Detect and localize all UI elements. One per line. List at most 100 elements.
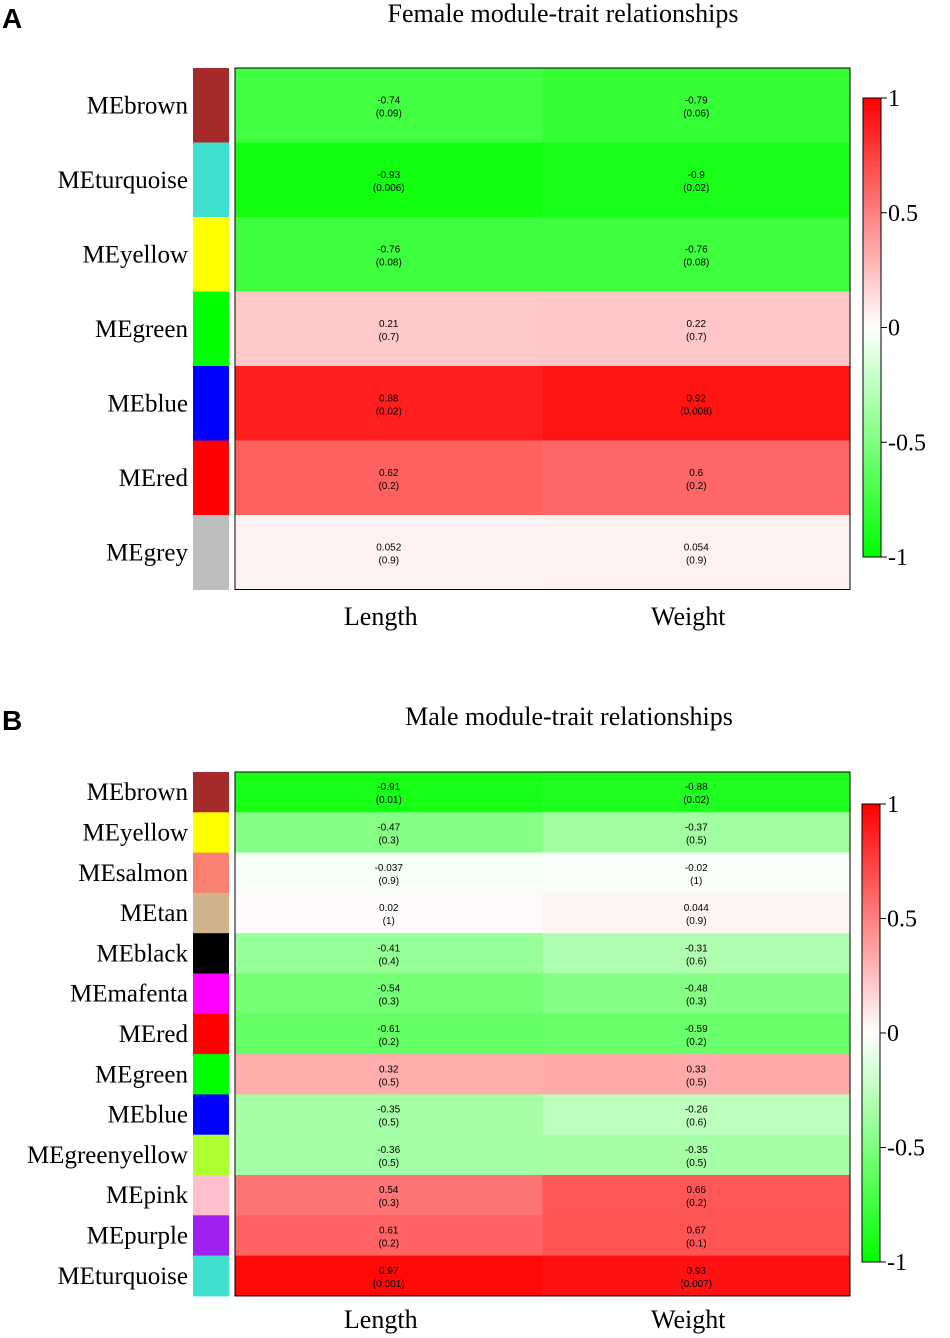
heatmap-cell <box>235 291 543 367</box>
row-label: MEbrown <box>87 92 189 119</box>
cell-pvalue: (0.9) <box>378 876 399 887</box>
cell-correlation: -0.02 <box>685 863 708 874</box>
heatmap-cell <box>235 440 543 516</box>
row-label: MEblack <box>96 940 188 967</box>
cell-pvalue: (0.2) <box>378 1037 399 1048</box>
cell-pvalue: (0.3) <box>378 1198 399 1209</box>
legend-tick-label: -0.5 <box>887 1136 925 1162</box>
heatmap-cell <box>542 1013 851 1055</box>
legend-tick-label: 0.5 <box>887 907 917 933</box>
column-label: Length <box>344 602 418 631</box>
cell-correlation: -0.47 <box>377 822 400 833</box>
heatmap-cell <box>542 366 851 441</box>
legend-colorbar <box>862 97 882 558</box>
cell-correlation: -0.9 <box>688 170 706 181</box>
module-swatch <box>193 1134 229 1176</box>
module-swatch <box>193 68 229 143</box>
heatmap-cell <box>542 1094 851 1136</box>
heatmap-cell <box>235 1134 543 1176</box>
cell-pvalue: (1) <box>690 876 702 887</box>
cell-correlation: -0.93 <box>377 170 400 181</box>
cell-pvalue: (0.02) <box>376 406 402 417</box>
chart-title: Male module-trait relationships <box>405 702 733 731</box>
row-label: MEgreenyellow <box>27 1142 188 1169</box>
cell-pvalue: (0.5) <box>378 1158 399 1169</box>
module-swatch <box>193 1054 229 1095</box>
cell-pvalue: (0.3) <box>686 997 707 1008</box>
module-swatch <box>193 973 229 1015</box>
cell-correlation: 0.02 <box>379 903 399 914</box>
heatmap-cell <box>542 892 851 934</box>
row-label: MEblue <box>107 390 188 417</box>
module-swatch <box>193 1013 229 1055</box>
row-label: MEred <box>119 1021 189 1048</box>
heatmap-cell <box>542 1134 851 1176</box>
row-label: MEbrown <box>87 779 189 806</box>
heatmap-cell <box>542 217 851 292</box>
cell-correlation: 0.32 <box>379 1064 399 1075</box>
row-label: MEturquoise <box>57 167 188 194</box>
heatmap-cell <box>542 973 851 1015</box>
cell-pvalue: (0.06) <box>683 108 709 119</box>
module-swatch <box>193 1175 229 1216</box>
cell-correlation: 0.044 <box>684 903 709 914</box>
cell-correlation: -0.74 <box>377 95 400 106</box>
cell-pvalue: (0.2) <box>686 481 707 492</box>
row-label: MEpink <box>106 1182 188 1209</box>
cell-pvalue: (0.6) <box>686 956 707 967</box>
cell-correlation: 0.22 <box>687 319 707 330</box>
cell-correlation: -0.48 <box>685 984 708 995</box>
cell-correlation: 0.67 <box>687 1225 707 1236</box>
module-swatch <box>193 217 229 292</box>
heatmap-cell <box>235 142 543 218</box>
heatmap-cell <box>542 772 851 813</box>
cell-correlation: 0.61 <box>379 1225 399 1236</box>
cell-pvalue: (0.7) <box>378 332 399 343</box>
cell-correlation: 0.62 <box>379 468 399 479</box>
row-label: MEtan <box>120 900 189 927</box>
legend-tick-label: -1 <box>888 545 908 571</box>
module-swatch <box>193 892 229 934</box>
heatmap-cell <box>235 852 543 894</box>
cell-correlation: -0.79 <box>685 95 708 106</box>
cell-pvalue: (0.9) <box>686 555 707 566</box>
heatmap-cell <box>235 515 543 590</box>
cell-correlation: 0.6 <box>689 468 703 479</box>
module-swatch <box>193 1255 229 1297</box>
cell-pvalue: (0.02) <box>683 183 709 194</box>
cell-correlation: -0.91 <box>377 782 400 793</box>
cell-pvalue: (0.08) <box>376 257 402 268</box>
module-swatch <box>193 366 229 441</box>
column-label: Weight <box>651 602 726 631</box>
cell-pvalue: (0.7) <box>686 332 707 343</box>
cell-pvalue: (0.006) <box>373 183 405 194</box>
heatmap-cell <box>542 852 851 894</box>
cell-pvalue: (0.5) <box>378 1077 399 1088</box>
heatmap-cell <box>542 68 851 143</box>
heatmap-border <box>234 771 851 1297</box>
cell-correlation: 0.54 <box>379 1185 399 1196</box>
cell-correlation: 0.33 <box>687 1064 707 1075</box>
cell-pvalue: (0.5) <box>378 1118 399 1129</box>
module-swatch <box>193 440 229 516</box>
heatmap-cell <box>235 933 543 974</box>
row-label: MEmafenta <box>70 981 188 1008</box>
cell-correlation: -0.59 <box>685 1024 708 1035</box>
cell-pvalue: (0.02) <box>683 795 709 806</box>
cell-correlation: -0.76 <box>685 244 708 255</box>
row-label: MEyellow <box>82 241 188 268</box>
cell-pvalue: (0.08) <box>683 257 709 268</box>
heatmap-cell <box>542 812 851 854</box>
cell-pvalue: (0.008) <box>680 406 712 417</box>
chart-title: Female module-trait relationships <box>388 0 739 28</box>
row-label: MEturquoise <box>57 1263 188 1290</box>
heatmap-cell <box>235 772 543 813</box>
heatmap-cell <box>235 973 543 1015</box>
legend-tick-label: 1 <box>887 792 899 818</box>
row-label: MEpurple <box>87 1222 188 1249</box>
cell-pvalue: (0.001) <box>373 1279 405 1290</box>
cell-correlation: -0.88 <box>685 782 708 793</box>
module-swatch <box>193 1215 229 1257</box>
legend-colorbar <box>861 803 881 1263</box>
cell-pvalue: (0.5) <box>686 1077 707 1088</box>
